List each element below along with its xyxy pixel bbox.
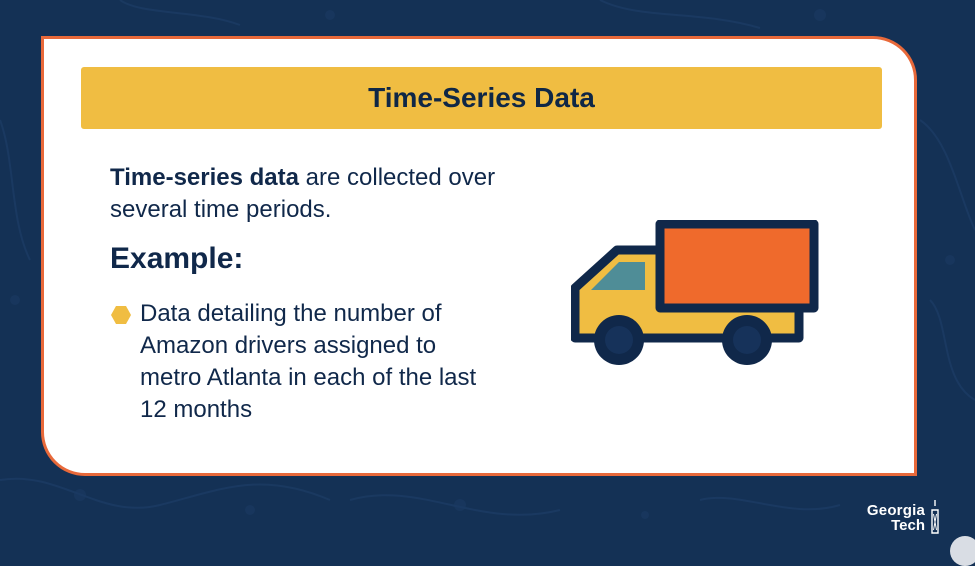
logo-line-1: Georgia xyxy=(866,502,925,519)
hexagon-bullet-icon xyxy=(111,306,131,324)
content-card: Time-Series Data Time-series data are co… xyxy=(41,36,917,476)
definition-body: are collected over several time periods. xyxy=(110,164,496,223)
corner-indicator xyxy=(950,536,975,566)
definition-term: Time-series data xyxy=(110,164,299,191)
slide-title: Time-Series Data xyxy=(368,82,595,113)
tower-icon xyxy=(931,500,939,534)
bullet-item: Data detailing the number of Amazon driv… xyxy=(110,298,510,426)
title-banner: Time-Series Data xyxy=(81,67,882,129)
bullet-text: Data detailing the number of Amazon driv… xyxy=(140,300,477,423)
definition-text: Time-series data are collected over seve… xyxy=(110,162,520,226)
truck-icon xyxy=(571,220,819,365)
georgia-tech-logo: Georgia Tech xyxy=(855,500,945,536)
example-heading: Example: xyxy=(110,242,244,275)
logo-line-2: Tech xyxy=(891,517,925,534)
